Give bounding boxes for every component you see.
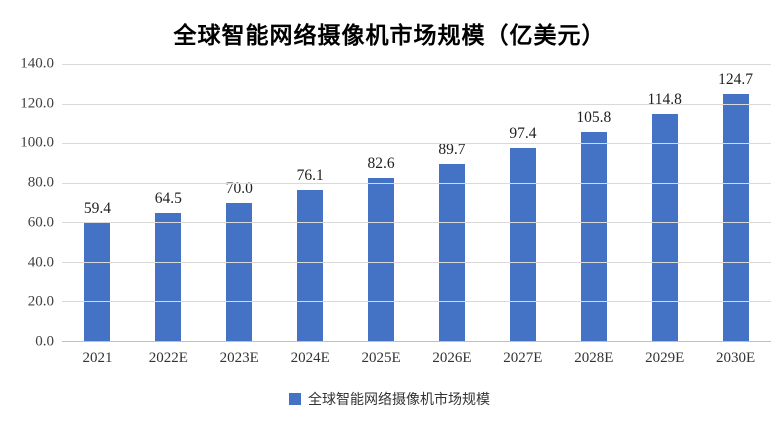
x-tick-label: 2022E xyxy=(148,350,188,366)
bar xyxy=(155,213,182,341)
x-tick-label: 2028E xyxy=(574,350,614,366)
bar xyxy=(368,177,395,341)
x-tick-label: 2030E xyxy=(716,350,756,366)
x-tick-label: 2026E xyxy=(432,350,472,366)
legend-swatch-icon xyxy=(289,393,301,405)
bar-column: 124.7 xyxy=(700,64,771,341)
gridline xyxy=(62,182,771,184)
gridline xyxy=(62,261,771,263)
bar-column: 59.4 xyxy=(62,64,133,341)
y-tick-label: 20.0 xyxy=(27,293,54,310)
bar-value-label: 82.6 xyxy=(367,154,395,172)
bar-column: 89.7 xyxy=(417,64,488,341)
bar-column: 105.8 xyxy=(558,64,629,341)
bar xyxy=(438,163,465,341)
bar xyxy=(722,94,749,341)
y-tick-label: 100.0 xyxy=(20,134,54,151)
gridline xyxy=(62,64,771,65)
legend-label: 全球智能网络摄像机市场规模 xyxy=(308,391,490,407)
bar-value-label: 89.7 xyxy=(438,140,466,158)
bar-column: 64.5 xyxy=(133,64,204,341)
y-axis: 0.0 20.0 40.0 60.0 80.0 100.0 120.0 140.0 xyxy=(8,56,62,350)
gridline xyxy=(62,143,771,145)
bar-value-label: 64.5 xyxy=(154,190,182,208)
bar-value-label: 97.4 xyxy=(509,125,537,143)
chart-body: 0.0 20.0 40.0 60.0 80.0 100.0 120.0 140.0 59.4 6… xyxy=(8,56,771,350)
bar xyxy=(509,148,536,341)
y-tick-label: 60.0 xyxy=(27,214,54,231)
bar-value-label: 105.8 xyxy=(576,108,612,126)
bar-column: 114.8 xyxy=(629,64,700,341)
y-tick-label: 140.0 xyxy=(20,55,54,72)
x-tick-label: 2027E xyxy=(503,350,543,366)
plot-area: 59.4 64.5 70.0 76.1 82.6 89.7 97.4 105.8 114.8 12… xyxy=(62,64,771,342)
gridline xyxy=(62,301,771,303)
x-axis: 2021 2022E 2023E 2024E 2025E 2026E 2027E 2028E 2… xyxy=(62,350,771,367)
bar xyxy=(580,131,607,341)
bar xyxy=(84,223,111,341)
x-tick-label: 2029E xyxy=(645,350,685,366)
bar-column: 70.0 xyxy=(204,64,275,341)
bar xyxy=(297,190,324,341)
bar-value-label: 76.1 xyxy=(296,167,324,185)
legend: 全球智能网络摄像机市场规模 xyxy=(8,389,771,409)
bar-value-label: 114.8 xyxy=(647,90,682,108)
bar-value-label: 70.0 xyxy=(225,179,253,197)
bar xyxy=(651,113,678,341)
bar-column: 76.1 xyxy=(275,64,346,341)
x-tick-label: 2024E xyxy=(290,350,330,366)
bars-row: 59.4 64.5 70.0 76.1 82.6 89.7 97.4 105.8 114.8 12… xyxy=(62,64,771,341)
bar-column: 97.4 xyxy=(487,64,558,341)
y-tick-label: 120.0 xyxy=(20,95,54,112)
y-tick-label: 40.0 xyxy=(27,254,54,271)
bar-value-label: 59.4 xyxy=(83,200,112,218)
bar-value-label: 124.7 xyxy=(718,71,754,89)
gridline xyxy=(62,103,771,105)
x-tick-label: 2025E xyxy=(361,350,401,366)
y-tick-label: 0.0 xyxy=(35,333,54,350)
y-tick-label: 80.0 xyxy=(27,174,54,191)
bar-column: 82.6 xyxy=(346,64,417,341)
chart-title: 全球智能网络摄像机市场规模（亿美元） xyxy=(173,22,606,48)
gridline xyxy=(62,222,771,224)
x-tick-label: 2023E xyxy=(219,350,259,366)
x-tick-label: 2021 xyxy=(82,350,113,366)
bar xyxy=(226,202,253,341)
